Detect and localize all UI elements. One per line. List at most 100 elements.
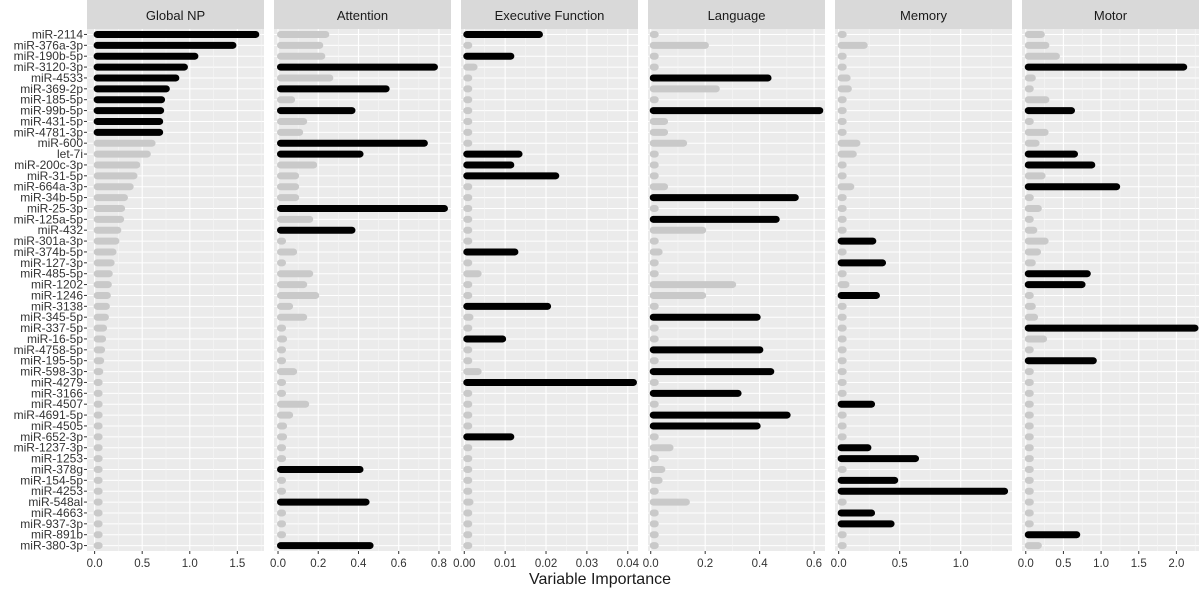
- bar-executive-function: [463, 161, 515, 169]
- bar-executive-function: [463, 498, 474, 506]
- bar-global-np: [93, 41, 237, 49]
- bar-global-np: [93, 389, 103, 397]
- y-tick-label: miR-2114: [32, 27, 83, 41]
- bar-memory: [837, 85, 852, 93]
- bar-motor: [1024, 63, 1188, 71]
- bar-global-np: [93, 302, 110, 310]
- x-tick-label: 0.2: [310, 558, 326, 570]
- bar-language: [649, 161, 659, 169]
- bar-motor: [1024, 531, 1081, 539]
- bar-attention: [277, 455, 287, 463]
- facet-strip-motor: [1022, 0, 1199, 29]
- bar-motor: [1024, 433, 1034, 441]
- y-tick-label: miR-185-5p: [20, 93, 83, 107]
- bar-attention: [277, 226, 356, 234]
- y-tick-label: miR-200c-3p: [14, 158, 83, 172]
- bar-language: [649, 248, 663, 256]
- y-tick-label: miR-374b-5p: [14, 245, 84, 259]
- bar-attention: [277, 161, 318, 169]
- bar-executive-function: [463, 139, 473, 147]
- bar-attention: [277, 400, 310, 408]
- bar-memory: [837, 215, 847, 223]
- bar-memory: [837, 74, 851, 82]
- bar-global-np: [93, 204, 126, 212]
- bar-executive-function: [463, 41, 473, 49]
- bar-global-np: [93, 498, 103, 506]
- y-tick-label: miR-1246: [31, 288, 83, 302]
- bar-global-np: [93, 270, 113, 278]
- y-tick-label: miR-4505: [31, 419, 83, 433]
- y-tick-label: miR-4691-5p: [14, 408, 84, 422]
- bar-attention: [277, 520, 287, 528]
- bar-language: [649, 433, 659, 441]
- bar-global-np: [93, 465, 103, 473]
- bar-motor: [1024, 346, 1034, 354]
- x-tick-label: 0.0: [270, 558, 286, 570]
- bar-motor: [1024, 270, 1091, 278]
- bar-attention: [277, 302, 294, 310]
- bar-memory: [837, 270, 847, 278]
- bar-memory: [837, 509, 876, 517]
- x-tick-label: 1.0: [953, 558, 969, 570]
- panel-bg-global-np: [87, 29, 264, 551]
- bar-motor: [1024, 313, 1039, 321]
- bar-memory: [837, 172, 847, 180]
- bar-executive-function: [463, 226, 473, 234]
- bar-global-np: [93, 128, 164, 136]
- bar-language: [649, 183, 669, 191]
- y-tick-label: miR-4663: [31, 506, 83, 520]
- bar-memory: [837, 248, 847, 256]
- x-tick-label: 0.0: [1018, 558, 1034, 570]
- x-tick-label: 0.01: [494, 558, 516, 570]
- facet-strip-executive-function: [461, 0, 638, 29]
- y-tick-label: let-7i: [57, 147, 83, 161]
- x-tick-label: 0.0: [831, 558, 847, 570]
- y-tick-label: miR-1237-3p: [14, 441, 84, 455]
- bar-executive-function: [463, 368, 482, 376]
- x-tick-label: 0.4: [752, 558, 769, 570]
- bar-language: [649, 85, 720, 93]
- bar-executive-function: [463, 531, 473, 539]
- facet-strip-attention: [274, 0, 451, 29]
- bar-language: [649, 74, 772, 82]
- bar-memory: [837, 368, 847, 376]
- bar-memory: [837, 259, 887, 267]
- bar-attention: [277, 128, 304, 136]
- y-tick-label: miR-369-2p: [20, 82, 83, 96]
- panel-bg-motor: [1022, 29, 1199, 551]
- bar-attention: [277, 172, 300, 180]
- bar-executive-function: [463, 346, 473, 354]
- bar-memory: [837, 63, 847, 71]
- facet-strip-memory: [835, 0, 1012, 29]
- bar-motor: [1024, 96, 1050, 104]
- y-tick-label: miR-380-3p: [20, 539, 83, 553]
- bar-language: [649, 542, 659, 550]
- bar-executive-function: [463, 302, 552, 310]
- bar-language: [649, 444, 674, 452]
- bar-motor: [1024, 172, 1046, 180]
- bar-attention: [277, 85, 390, 93]
- bar-language: [649, 487, 659, 495]
- bar-attention: [277, 368, 298, 376]
- bar-motor: [1024, 248, 1042, 256]
- y-tick-label: miR-337-5p: [20, 321, 83, 335]
- bar-attention: [277, 422, 288, 430]
- bar-motor: [1024, 281, 1086, 289]
- bar-executive-function: [463, 357, 473, 365]
- x-tick-label: 0.5: [1055, 558, 1071, 570]
- facet-title-global-np: Global NP: [146, 8, 205, 23]
- bar-motor: [1024, 498, 1034, 506]
- bar-memory: [837, 161, 847, 169]
- bar-memory: [837, 96, 847, 104]
- bar-executive-function: [463, 128, 473, 136]
- x-tick-label: 0.04: [617, 558, 640, 570]
- bar-executive-function: [463, 215, 473, 223]
- y-tick-label: miR-3166: [31, 386, 83, 400]
- panel-bg-executive-function: [461, 29, 638, 551]
- bar-executive-function: [463, 96, 473, 104]
- bar-language: [649, 96, 659, 104]
- bar-global-np: [93, 324, 108, 332]
- bar-language: [649, 107, 824, 115]
- bar-global-np: [93, 476, 103, 484]
- bar-executive-function: [463, 313, 474, 321]
